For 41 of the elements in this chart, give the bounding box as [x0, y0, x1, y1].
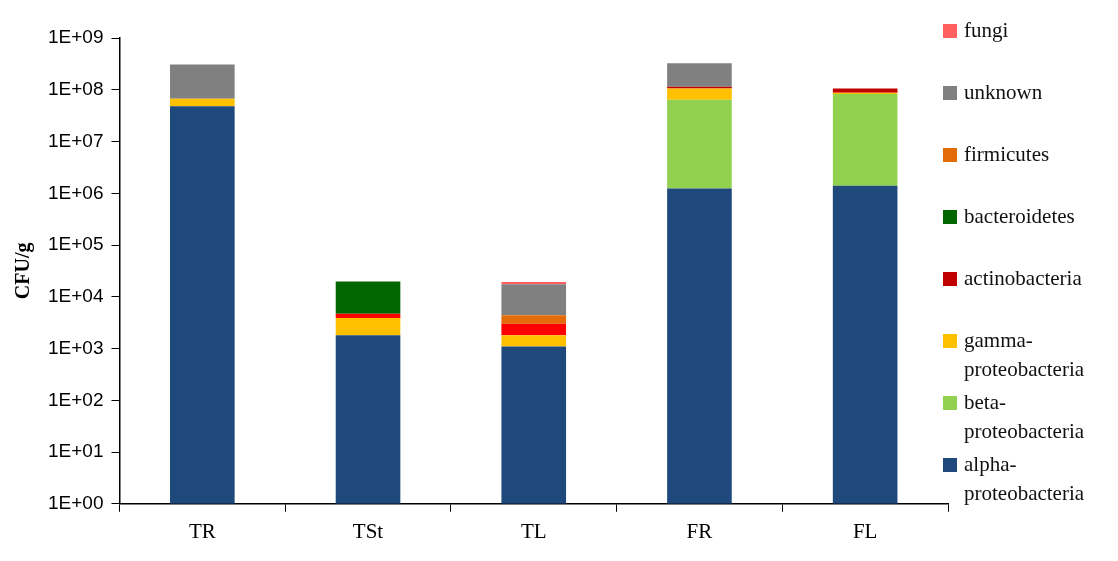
x-tick-label: FL: [852, 518, 878, 543]
y-tick-label: 1E+04: [47, 285, 104, 307]
y-tick-label: 1E+09: [47, 26, 104, 48]
bar: [832, 185, 898, 504]
x-tick-label: TL: [520, 518, 547, 543]
y-tick-label: 1E+00: [47, 492, 104, 514]
x-tick-label: TSt: [352, 518, 384, 543]
y-tick-label: 1E+05: [47, 233, 104, 255]
bar: [667, 99, 732, 189]
bar: [335, 281, 401, 314]
bar: [501, 315, 567, 324]
x-tick-label: FR: [686, 518, 713, 543]
bar: [335, 317, 401, 336]
y-tick-label: 1E+08: [47, 77, 104, 99]
y-tick-label: 1E+02: [47, 388, 104, 410]
bar: [501, 284, 567, 316]
legend-label: fungi: [964, 17, 1009, 44]
bar: [335, 335, 401, 504]
legend-label: unknown: [964, 79, 1043, 106]
bar: [501, 335, 567, 347]
bar: [501, 346, 567, 504]
bar: [667, 88, 732, 100]
bar: [170, 106, 235, 504]
y-axis-title: CFU/g: [11, 242, 35, 300]
bar: [170, 98, 235, 107]
bar: [667, 63, 732, 87]
legend-label: bacteroidetes: [964, 203, 1075, 230]
y-tick-label: 1E+01: [47, 440, 104, 462]
legend-label: firmicutes: [964, 141, 1050, 168]
legend-label: actinobacteria: [964, 265, 1082, 292]
bar: [667, 188, 732, 504]
bar: [501, 323, 567, 336]
y-tick-label: 1E+07: [47, 129, 104, 151]
y-tick-label: 1E+06: [47, 181, 104, 203]
bar: [335, 313, 401, 318]
bar: [832, 88, 898, 93]
y-tick-label: 1E+03: [47, 336, 104, 358]
bar: [832, 94, 898, 186]
legend-label: alpha-proteobacteria: [964, 451, 1086, 507]
bar: [170, 64, 235, 99]
x-tick-label: TR: [188, 518, 216, 543]
